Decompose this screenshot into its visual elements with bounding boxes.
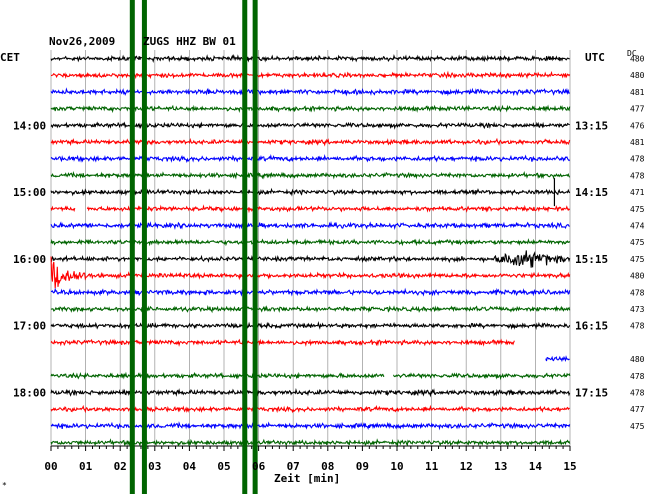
dc-value: 477	[630, 405, 645, 414]
x-tick-label: 05	[217, 460, 230, 473]
trace-line	[50, 438, 571, 448]
x-tick-label: 08	[321, 460, 334, 473]
dc-value: 475	[630, 422, 645, 431]
utc-time-label: 16:15	[575, 320, 608, 333]
dc-value: 478	[630, 171, 645, 180]
chart-grid	[50, 50, 571, 451]
trace-line	[50, 421, 571, 431]
dc-value: 480	[630, 71, 645, 80]
utc-time-label: 17:15	[575, 387, 608, 400]
trace-line	[50, 404, 570, 414]
dc-value: 478	[630, 372, 645, 381]
trace-line	[50, 87, 570, 97]
dc-value: 475	[630, 205, 645, 214]
trace-line	[50, 187, 571, 197]
x-tick-label: 06	[252, 460, 266, 473]
trace-line	[50, 205, 76, 213]
left-axis-label: CET	[0, 51, 20, 64]
x-tick-label: 04	[183, 460, 197, 473]
trace-line	[50, 170, 571, 180]
trace-line	[50, 153, 571, 164]
event-band	[242, 0, 248, 494]
cet-time-label: 18:00	[13, 387, 46, 400]
dc-label: DC	[627, 49, 637, 58]
cet-time-label: 17:00	[13, 320, 46, 333]
dc-value: 478	[630, 288, 645, 297]
x-tick-label: 07	[287, 460, 300, 473]
x-tick-label: 03	[148, 460, 161, 473]
x-tick-label: 10	[390, 460, 403, 473]
x-tick-label: 15	[563, 460, 576, 473]
x-tick-label: 09	[356, 460, 369, 473]
cet-time-label: 15:00	[13, 186, 46, 199]
x-tick-label: 11	[425, 460, 439, 473]
trace-line	[50, 238, 571, 247]
trace-line	[50, 304, 571, 314]
event-bands	[129, 0, 258, 494]
utc-time-label: 15:15	[575, 253, 608, 266]
trace-line	[545, 355, 570, 363]
utc-time-label: 13:15	[575, 119, 608, 132]
cet-time-label: 14:00	[13, 119, 46, 132]
seismic-traces	[50, 53, 571, 448]
x-tick-label: 02	[114, 460, 127, 473]
header-station: ZUGS HHZ BW 01	[143, 35, 236, 48]
corner-mark: *	[2, 481, 7, 490]
trace-line	[50, 387, 571, 398]
right-axis-label: UTC	[585, 51, 605, 64]
trace-line	[50, 287, 571, 297]
dc-value: 481	[630, 138, 645, 147]
trace-line	[50, 256, 571, 289]
x-tick-label: 12	[460, 460, 473, 473]
dc-value: 477	[630, 105, 645, 114]
event-band	[252, 0, 258, 494]
dc-value: 481	[630, 88, 645, 97]
dc-value: 478	[630, 155, 645, 164]
x-tick-label: 01	[79, 460, 93, 473]
trace-line	[50, 320, 571, 330]
dc-value: 478	[630, 389, 645, 398]
trace-line	[50, 371, 385, 380]
event-band	[141, 0, 147, 494]
dc-value: 475	[630, 255, 645, 264]
x-axis-label: Zeit [min]	[274, 472, 340, 485]
dc-value: 473	[630, 305, 645, 314]
event-band	[129, 0, 135, 494]
dc-value: 478	[630, 322, 645, 331]
trace-line	[393, 372, 571, 381]
dc-value: 480	[630, 355, 645, 364]
trace-line	[50, 137, 571, 147]
dc-value: 475	[630, 238, 645, 247]
dc-value: 471	[630, 188, 645, 197]
trace-line	[50, 338, 515, 347]
trace-line	[50, 104, 571, 114]
trace-line	[50, 250, 571, 268]
trace-line	[50, 121, 570, 130]
cet-time-label: 16:00	[13, 253, 46, 266]
utc-time-label: 14:15	[575, 186, 608, 199]
x-tick-label: 13	[494, 460, 507, 473]
trace-line	[50, 53, 570, 63]
dc-value: 480	[630, 272, 645, 281]
chart-labels: Nov26,2009 ZUGS HHZ BW 01 CET UTC DC Zei…	[0, 35, 645, 490]
x-tick-label: 00	[44, 460, 57, 473]
header-date: Nov26,2009	[49, 35, 115, 48]
dc-value: 474	[630, 222, 645, 231]
trace-line	[50, 220, 570, 231]
x-tick-label: 14	[529, 460, 543, 473]
trace-line	[86, 204, 571, 214]
dc-value: 476	[630, 121, 645, 130]
dc-value: 480	[630, 55, 645, 64]
trace-line	[50, 70, 571, 80]
